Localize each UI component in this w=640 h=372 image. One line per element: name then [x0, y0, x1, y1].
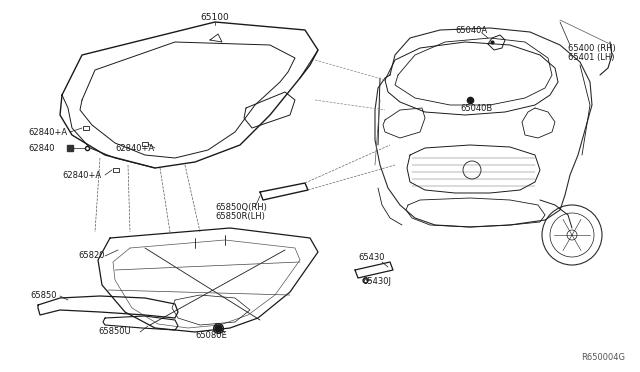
Text: R650004G: R650004G: [581, 353, 625, 362]
Text: 65100: 65100: [200, 13, 228, 22]
Text: 65430: 65430: [358, 253, 385, 263]
Text: 65850U: 65850U: [98, 327, 131, 337]
Text: 62840+A: 62840+A: [115, 144, 154, 153]
Text: 65850Q(RH): 65850Q(RH): [215, 202, 267, 212]
Text: 62840+A: 62840+A: [28, 128, 67, 137]
Bar: [83, 126, 89, 130]
Text: 65401 (LH): 65401 (LH): [568, 52, 614, 61]
Text: 65430J: 65430J: [362, 278, 391, 286]
Text: 65400 (RH): 65400 (RH): [568, 44, 616, 52]
Text: 65820: 65820: [78, 250, 104, 260]
Text: 65040B: 65040B: [460, 103, 492, 112]
Bar: [142, 142, 148, 146]
Text: 65080E: 65080E: [195, 330, 227, 340]
Text: 62840+A: 62840+A: [62, 170, 101, 180]
Text: 65850: 65850: [30, 292, 56, 301]
Text: 65040A: 65040A: [455, 26, 487, 35]
Text: 62840: 62840: [28, 144, 54, 153]
Text: 65850R(LH): 65850R(LH): [215, 212, 265, 221]
Bar: [113, 168, 119, 172]
